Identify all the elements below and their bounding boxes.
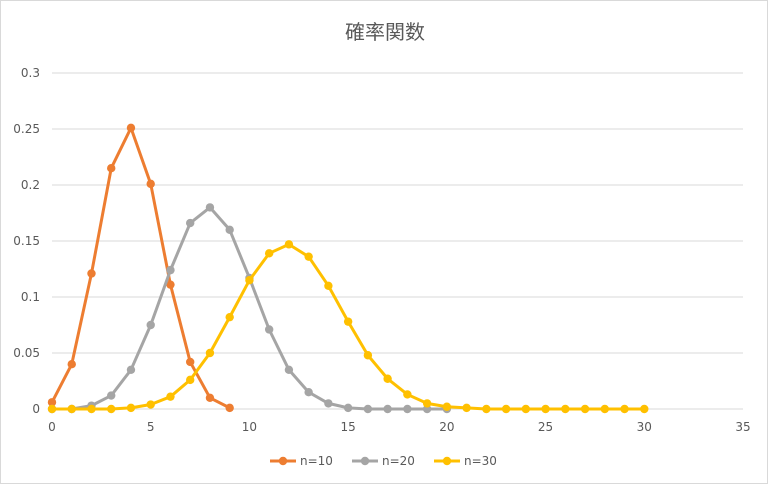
legend-item: n=30 bbox=[434, 454, 497, 468]
data-point bbox=[580, 404, 590, 414]
data-point bbox=[264, 249, 274, 258]
data-point bbox=[166, 280, 175, 289]
data-point bbox=[245, 276, 254, 285]
data-point bbox=[67, 404, 76, 414]
x-tick-label: 0 bbox=[48, 420, 56, 434]
data-point bbox=[442, 402, 452, 411]
x-tick-label: 5 bbox=[147, 420, 155, 434]
data-point bbox=[87, 269, 96, 278]
y-tick-label: 0.1 bbox=[21, 290, 40, 304]
legend-label: n=20 bbox=[382, 454, 415, 468]
data-point bbox=[166, 392, 175, 401]
data-point bbox=[126, 403, 136, 413]
data-point bbox=[600, 404, 609, 414]
data-point bbox=[304, 252, 313, 261]
data-point bbox=[107, 404, 116, 414]
data-point bbox=[264, 325, 274, 334]
series-2 bbox=[47, 240, 649, 414]
y-tick-label: 0.2 bbox=[21, 178, 40, 192]
data-point bbox=[205, 393, 215, 402]
data-point bbox=[422, 399, 432, 408]
legend: n=10 n=20 n=30 bbox=[270, 454, 497, 468]
data-point bbox=[225, 403, 234, 413]
data-point bbox=[205, 348, 215, 358]
data-point bbox=[482, 404, 491, 414]
data-point bbox=[186, 357, 195, 367]
legend-label: n=30 bbox=[464, 454, 497, 468]
x-tick-label: 35 bbox=[735, 420, 750, 434]
data-point bbox=[324, 399, 333, 408]
gridlines bbox=[52, 72, 743, 410]
data-point bbox=[284, 365, 294, 374]
data-point bbox=[186, 375, 195, 385]
data-point bbox=[146, 179, 155, 189]
data-point bbox=[403, 390, 412, 399]
data-point bbox=[343, 317, 353, 326]
y-tick-label: 0.25 bbox=[13, 122, 40, 136]
data-point bbox=[521, 404, 531, 414]
legend-swatch-marker bbox=[360, 456, 370, 466]
data-point bbox=[640, 404, 649, 414]
data-point bbox=[47, 404, 57, 414]
data-point bbox=[343, 403, 353, 413]
data-point bbox=[284, 240, 294, 249]
data-point bbox=[107, 391, 116, 400]
y-axis-tick-labels: 0 0.05 0.1 0.15 0.2 0.25 0.3 bbox=[13, 66, 40, 416]
data-point bbox=[107, 164, 116, 173]
data-point bbox=[541, 404, 550, 414]
data-point bbox=[186, 218, 195, 228]
legend-label: n=10 bbox=[300, 454, 333, 468]
data-point bbox=[126, 365, 136, 374]
data-point bbox=[462, 403, 471, 413]
y-tick-label: 0.05 bbox=[13, 346, 40, 360]
series-line bbox=[50, 242, 646, 411]
data-point bbox=[620, 404, 629, 414]
data-point bbox=[403, 404, 412, 414]
series-line bbox=[50, 126, 232, 410]
data-point bbox=[501, 404, 511, 414]
y-tick-label: 0.15 bbox=[13, 234, 40, 248]
data-point bbox=[146, 400, 155, 409]
legend-swatch-marker bbox=[278, 456, 288, 466]
y-tick-label: 0 bbox=[32, 402, 40, 416]
data-point bbox=[126, 123, 136, 133]
data-point bbox=[324, 281, 333, 290]
series-0 bbox=[47, 123, 234, 413]
chart-title: 確率関数 bbox=[345, 20, 425, 44]
data-point bbox=[205, 203, 215, 212]
data-point bbox=[225, 225, 234, 234]
data-point bbox=[146, 320, 155, 330]
data-point bbox=[561, 404, 570, 414]
y-tick-label: 0.3 bbox=[21, 66, 40, 80]
data-point bbox=[225, 312, 234, 322]
data-point bbox=[363, 404, 373, 414]
data-point bbox=[363, 351, 373, 360]
legend-item: n=20 bbox=[352, 454, 415, 468]
data-point bbox=[166, 265, 175, 275]
x-tick-label: 15 bbox=[341, 420, 356, 434]
x-tick-label: 20 bbox=[439, 420, 454, 434]
legend-swatch-marker bbox=[442, 456, 452, 466]
data-point bbox=[383, 404, 392, 414]
legend-item: n=10 bbox=[270, 454, 333, 468]
data-point bbox=[383, 374, 392, 383]
series-group bbox=[47, 123, 649, 414]
x-axis-tick-labels: 0 5 10 15 20 25 30 35 bbox=[48, 420, 750, 434]
data-point bbox=[67, 360, 76, 369]
data-point bbox=[47, 398, 57, 407]
data-point bbox=[87, 404, 96, 414]
x-tick-label: 10 bbox=[242, 420, 257, 434]
data-point bbox=[304, 388, 313, 397]
x-tick-label: 25 bbox=[538, 420, 553, 434]
x-tick-label: 30 bbox=[637, 420, 652, 434]
